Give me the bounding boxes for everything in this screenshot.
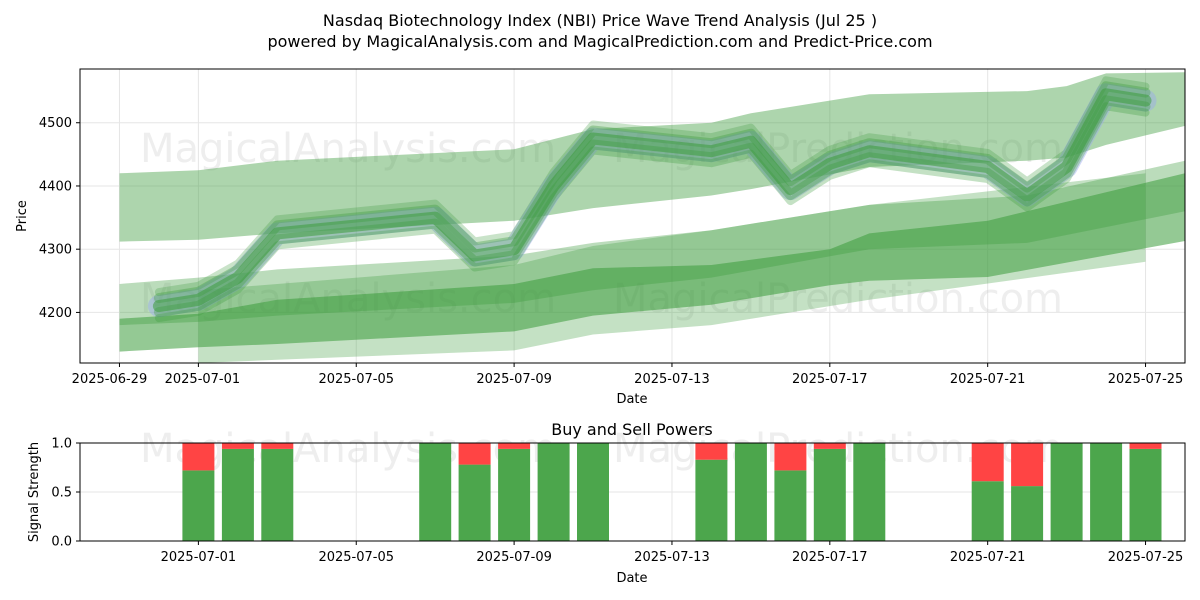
price-wave-line-5 xyxy=(154,76,1150,297)
price-x-tick-label: 2025-07-05 xyxy=(318,372,394,387)
price-y-tick-label: 4400 xyxy=(39,179,72,194)
signal-x-axis: 2025-07-01 2025-07-05 2025-07-09 2025-07-13… xyxy=(161,541,1184,565)
trend-bands xyxy=(119,72,1185,363)
price-y-axis-label: Price xyxy=(15,200,30,232)
signal-y-tick-label: 1.0 xyxy=(51,437,72,452)
price-wave-line-3 xyxy=(152,88,1152,313)
buy-bar xyxy=(1090,443,1123,541)
sell-bar xyxy=(498,443,531,449)
price-plot: MagicalAnalysis.com MagicalPrediction.co… xyxy=(15,68,1186,407)
signal-bars xyxy=(182,443,1162,541)
signal-y-tick-label: 0.5 xyxy=(51,486,72,501)
price-y-tick-label: 4300 xyxy=(39,243,72,258)
trend-band-2 xyxy=(119,173,1185,352)
trend-band-4 xyxy=(198,173,1146,363)
price-y-axis: 4200 4300 4400 4500 xyxy=(39,116,80,321)
sell-bar xyxy=(1129,443,1162,449)
price-x-tick-label: 2025-07-13 xyxy=(634,372,710,387)
price-x-tick-label: 2025-07-09 xyxy=(476,372,552,387)
buy-bar xyxy=(734,443,767,541)
sell-bar xyxy=(182,443,215,471)
sell-bar xyxy=(813,443,846,449)
signal-x-tick-label: 2025-07-25 xyxy=(1108,550,1184,565)
sell-bar xyxy=(695,443,728,460)
buy-bar xyxy=(1050,443,1083,541)
price-wave-line-4 xyxy=(154,102,1150,323)
buy-bar xyxy=(1011,486,1044,541)
signal-x-tick-label: 2025-07-01 xyxy=(161,550,237,565)
signal-x-tick-label: 2025-07-13 xyxy=(634,550,710,565)
price-wave-line-1 xyxy=(153,81,1151,304)
price-x-tick-label: 2025-06-29 xyxy=(72,372,148,387)
buy-bar xyxy=(419,443,452,541)
buy-bar xyxy=(971,481,1004,541)
signal-x-tick-label: 2025-07-05 xyxy=(318,550,394,565)
price-x-tick-label: 2025-07-25 xyxy=(1108,372,1184,387)
price-x-tick-label: 2025-07-21 xyxy=(950,372,1026,387)
buy-bar xyxy=(1129,448,1162,541)
buy-bar xyxy=(221,448,254,541)
sell-bar xyxy=(458,443,491,465)
price-plot-frame xyxy=(79,68,1186,364)
price-x-axis-label: Date xyxy=(616,392,647,407)
signal-x-tick-label: 2025-07-21 xyxy=(950,550,1026,565)
trend-band-3 xyxy=(119,160,1185,326)
signal-x-axis-label: Date xyxy=(616,571,647,586)
signal-plot: Buy and Sell Powers MagicalAnalysis.com … xyxy=(27,420,1186,586)
buy-bar xyxy=(577,443,609,541)
signal-y-axis: 0.0 0.5 1.0 xyxy=(51,437,80,550)
signal-y-axis-label: Signal Strength xyxy=(27,442,42,542)
price-x-tick-label: 2025-07-17 xyxy=(792,372,868,387)
trend-band-1 xyxy=(119,72,1185,242)
price-watermarks: MagicalAnalysis.com MagicalPrediction.co… xyxy=(140,126,1063,322)
buy-bar xyxy=(261,448,294,541)
buy-bar xyxy=(853,443,886,541)
buy-bar xyxy=(774,470,807,541)
sell-bar xyxy=(1011,443,1044,487)
buy-bar xyxy=(458,464,491,541)
price-wave-series xyxy=(147,76,1157,323)
signal-chart-title: Buy and Sell Powers xyxy=(551,420,713,439)
chart-subtitle: powered by MagicalAnalysis.com and Magic… xyxy=(267,32,932,51)
buy-bar xyxy=(813,448,846,541)
sell-bar xyxy=(261,443,294,449)
price-x-axis: 2025-06-29 2025-07-01 2025-07-05 2025-07-09… xyxy=(72,363,1184,387)
buy-bar xyxy=(695,459,728,541)
buy-bar xyxy=(498,448,531,541)
price-x-tick-label: 2025-07-01 xyxy=(165,372,241,387)
price-y-tick-label: 4500 xyxy=(39,116,72,131)
buy-bar xyxy=(182,470,215,541)
signal-y-tick-label: 0.0 xyxy=(51,535,72,550)
signal-x-tick-label: 2025-07-17 xyxy=(792,550,868,565)
price-y-tick-label: 4200 xyxy=(39,306,72,321)
signal-x-tick-label: 2025-07-09 xyxy=(476,550,552,565)
watermark-magicalanalysis: MagicalAnalysis.com xyxy=(140,126,556,172)
buy-bar xyxy=(537,443,570,541)
sell-bar xyxy=(971,443,1004,482)
chart-title: Nasdaq Biotechnology Index (NBI) Price W… xyxy=(323,11,877,30)
sell-bar xyxy=(774,443,807,471)
sell-bar xyxy=(221,443,254,449)
